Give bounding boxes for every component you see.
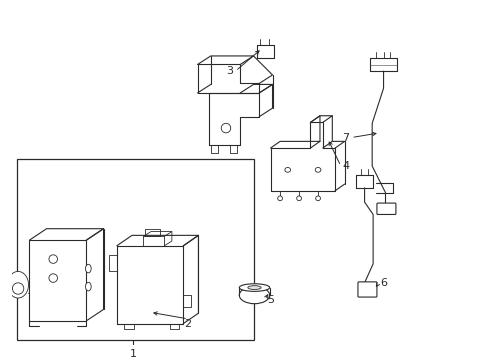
Ellipse shape: [239, 284, 269, 291]
Circle shape: [277, 196, 282, 201]
FancyBboxPatch shape: [357, 282, 376, 297]
Text: 3: 3: [226, 66, 233, 76]
Circle shape: [12, 283, 24, 294]
Circle shape: [221, 123, 230, 133]
Text: 5: 5: [266, 295, 273, 305]
Circle shape: [296, 196, 301, 201]
Ellipse shape: [85, 264, 91, 273]
Text: 4: 4: [342, 161, 349, 171]
Ellipse shape: [85, 282, 91, 291]
Text: 7: 7: [342, 132, 349, 143]
Ellipse shape: [315, 167, 320, 172]
Ellipse shape: [285, 167, 290, 172]
Text: 6: 6: [380, 278, 387, 288]
Text: 2: 2: [184, 319, 191, 329]
Ellipse shape: [247, 286, 261, 289]
Circle shape: [49, 255, 58, 264]
Ellipse shape: [8, 271, 28, 298]
Text: 1: 1: [129, 349, 136, 359]
Circle shape: [49, 274, 58, 282]
Ellipse shape: [239, 287, 269, 304]
Circle shape: [315, 196, 320, 201]
Bar: [17, 159, 254, 340]
FancyBboxPatch shape: [376, 203, 395, 215]
